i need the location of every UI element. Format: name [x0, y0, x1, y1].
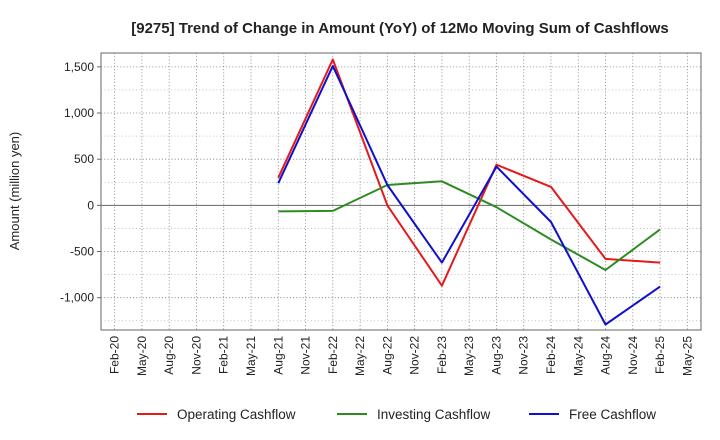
x-tick-label: Aug-21 — [271, 336, 285, 375]
y-tick-label: -1,000 — [60, 291, 94, 305]
chart-title: [9275] Trend of Change in Amount (YoY) o… — [131, 20, 669, 37]
series-line-free-cashflow — [277, 64, 661, 326]
y-tick-label: 500 — [74, 152, 94, 166]
y-tick-label: -500 — [70, 245, 94, 259]
x-tick-label: Feb-24 — [544, 336, 558, 374]
x-tick-labels: Feb-20 May-20 Aug-20 Nov-20 Feb-21 May-21 Aug-… — [108, 336, 695, 376]
y-axis-label: Amount (million yen) — [7, 132, 22, 251]
x-tick-label: Feb-20 — [108, 336, 122, 374]
legend-label: Investing Cashflow — [377, 407, 491, 422]
x-tick-label: Aug-20 — [162, 336, 176, 375]
series-lines — [277, 58, 661, 326]
x-tick-label: Aug-23 — [489, 336, 503, 375]
x-tick-label: May-25 — [680, 336, 694, 376]
y-tick-label: 1,500 — [64, 60, 94, 74]
x-tick-label: May-24 — [571, 336, 585, 376]
legend: Operating Cashflow Investing Cashflow Free… — [137, 407, 656, 422]
legend-label: Free Cashflow — [569, 407, 656, 422]
y-tick-label: 1,000 — [64, 106, 94, 120]
x-tick-label: May-21 — [244, 336, 258, 376]
plot-area — [100, 52, 702, 331]
x-tick-label: Feb-22 — [326, 336, 340, 374]
x-tick-label: Nov-21 — [299, 336, 313, 375]
x-tick-label: Feb-25 — [653, 336, 667, 374]
x-tick-label: Feb-21 — [217, 336, 231, 374]
x-tick-label: Nov-23 — [517, 336, 531, 375]
x-tick-label: May-22 — [353, 336, 367, 376]
x-tick-label: Feb-23 — [435, 336, 449, 374]
y-tick-label: 0 — [87, 198, 94, 212]
x-tick-label: May-20 — [135, 336, 149, 376]
legend-label: Operating Cashflow — [177, 407, 296, 422]
x-tick-label: Aug-22 — [380, 336, 394, 375]
x-tick-label: Nov-20 — [189, 336, 203, 375]
x-tick-label: Nov-24 — [626, 336, 640, 375]
series-line-investing-cashflow — [278, 180, 661, 271]
x-tick-label: Aug-24 — [599, 336, 613, 375]
x-tick-label: May-23 — [462, 336, 476, 376]
y-tick-labels: 1,500 1,000 500 0 -500 -1,000 — [60, 60, 101, 305]
x-tick-label: Nov-22 — [408, 336, 422, 375]
